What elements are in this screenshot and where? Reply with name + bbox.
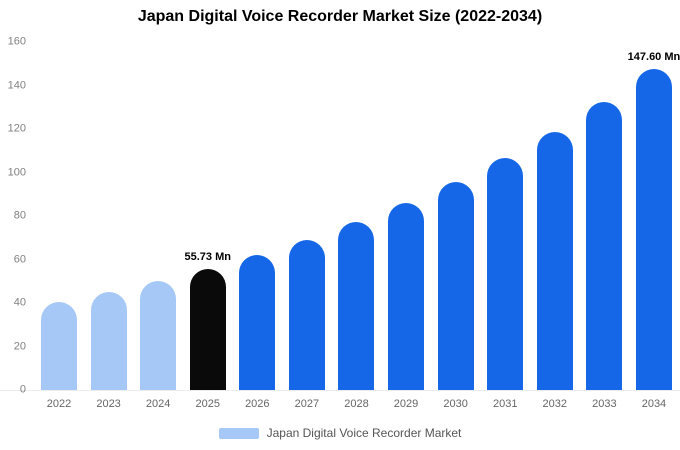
y-tick-label: 120	[7, 122, 26, 135]
bar-2028[interactable]	[338, 222, 375, 390]
y-tick-label: 80	[13, 209, 26, 222]
x-axis-label: 2031	[492, 398, 518, 410]
x-axis-label: 2033	[592, 398, 617, 410]
y-tick-label: 160	[7, 35, 26, 48]
bar-2022[interactable]	[41, 302, 77, 390]
bar-2034[interactable]	[635, 68, 672, 390]
legend-label: Japan Digital Voice Recorder Market	[266, 426, 462, 440]
chart-title: Japan Digital Voice Recorder Market Size…	[137, 8, 543, 25]
x-axis-label: 2025	[195, 398, 220, 410]
y-tick-label: 140	[7, 79, 26, 91]
x-axis-label: 2032	[542, 398, 568, 410]
x-axis-label: 2024	[145, 398, 171, 410]
plot-area: 0 20 40 60 80 100 120 140 160	[0, 36, 680, 395]
x-axis-label: 2023	[96, 398, 121, 410]
x-axis-label: 2028	[344, 398, 369, 410]
legend-swatch	[218, 427, 259, 439]
y-tick-label: 100	[7, 166, 26, 178]
legend[interactable]: Japan Digital Voice Recorder Market	[0, 426, 680, 440]
bar-2032[interactable]	[536, 131, 573, 390]
x-axis-label: 2030	[443, 398, 468, 410]
x-axis-label: 2029	[393, 398, 419, 410]
x-axis: 2022 2023 2024 2025 2026 2027 2028 2029 2030 2031…	[0, 398, 680, 414]
y-tick-label: 60	[13, 253, 26, 265]
y-axis: 0 20 40 60 80 100 120 140 160	[0, 36, 680, 395]
bar-2025[interactable]	[189, 268, 226, 390]
bar-2027[interactable]	[288, 239, 325, 390]
bar-2024[interactable]	[140, 281, 177, 390]
x-axis-label: 2027	[294, 398, 320, 410]
bar-2029[interactable]	[388, 203, 425, 390]
x-axis-label: 2026	[245, 398, 270, 410]
bar-2026[interactable]	[239, 254, 276, 390]
value-label-2025: 55.73 Mn	[184, 250, 231, 263]
y-tick-label: 20	[13, 340, 26, 352]
x-axis-label: 2022	[46, 398, 72, 410]
x-axis-label: 2034	[641, 398, 667, 410]
y-tick-label: 0	[19, 383, 26, 396]
bar-2030[interactable]	[437, 181, 474, 390]
bar-2023[interactable]	[90, 292, 127, 390]
bar-2031[interactable]	[487, 158, 524, 390]
bar-2033[interactable]	[586, 102, 623, 390]
value-label-2034: 147.60 Mn	[627, 50, 680, 63]
y-tick-label: 40	[13, 296, 26, 309]
bars-area	[0, 42, 680, 390]
